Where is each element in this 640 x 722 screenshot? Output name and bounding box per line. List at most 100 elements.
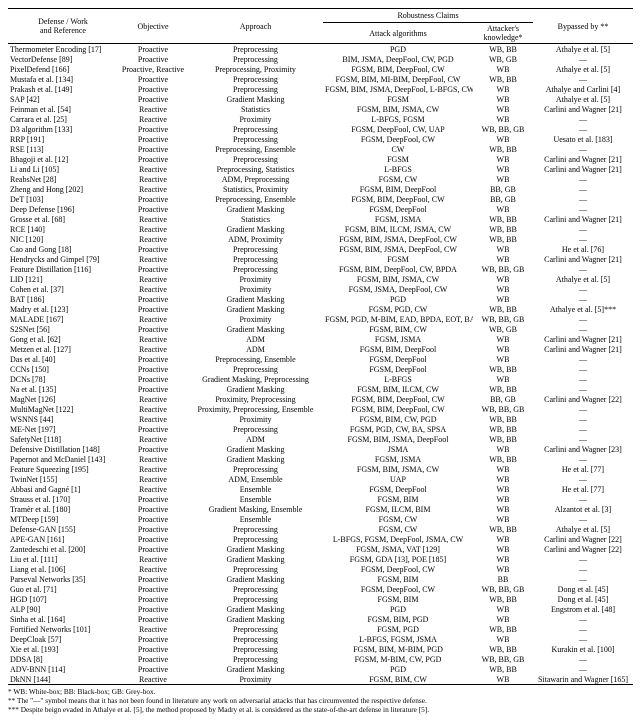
table-row: DDSA [8]ProactivePreprocessingFGSM, M-BI… xyxy=(8,654,633,664)
table-cell: WB, BB xyxy=(473,664,533,674)
table-cell: — xyxy=(533,234,633,244)
table-cell: — xyxy=(533,654,633,664)
table-row: Feature Distillation [116]ProactivePrepr… xyxy=(8,264,633,274)
table-cell: Hendrycks and Gimpel [79] xyxy=(8,254,118,264)
table-cell: — xyxy=(533,624,633,634)
table-cell: Proactive xyxy=(118,584,188,594)
table-cell: Proactive xyxy=(118,524,188,534)
table-cell: WB xyxy=(473,534,533,544)
table-cell: Prakash et al. [149] xyxy=(8,84,118,94)
table-row: Madry et al. [123]ProactiveGradient Mask… xyxy=(8,304,633,314)
table-cell: Gradient Masking xyxy=(188,204,323,214)
table-cell: Preprocessing xyxy=(188,364,323,374)
table-cell: Reactive xyxy=(118,484,188,494)
table-cell: Reactive xyxy=(118,414,188,424)
table-cell: Gradient Masking, Ensemble xyxy=(188,504,323,514)
table-row: Xie et al. [193]ProactivePreprocessingFG… xyxy=(8,644,633,654)
table-cell: Li and Li [105] xyxy=(8,164,118,174)
table-row: LID [121]ReactiveProximityFGSM, BIM, JSM… xyxy=(8,274,633,284)
table-row: Li and Li [105]ReactivePreprocessing, St… xyxy=(8,164,633,174)
table-row: Carrara et al. [25]ReactiveProximityL-BF… xyxy=(8,114,633,124)
table-cell: Bhagoji et al. [12] xyxy=(8,154,118,164)
table-cell: DDSA [8] xyxy=(8,654,118,664)
table-cell: TwinNet [155] xyxy=(8,474,118,484)
table-cell: FGSM, DeepFool xyxy=(323,204,473,214)
table-cell: Proximity xyxy=(188,274,323,284)
table-cell: Feature Squeezing [195] xyxy=(8,464,118,474)
table-cell: Engstrom et al. [48] xyxy=(533,604,633,614)
table-cell: FGSM, DeepFool, CW xyxy=(323,564,473,574)
table-cell: Proximity xyxy=(188,674,323,685)
table-cell: — xyxy=(533,174,633,184)
table-cell: — xyxy=(533,384,633,394)
table-cell: ADV-BNN [114] xyxy=(8,664,118,674)
table-cell: Proactive xyxy=(118,94,188,104)
table-cell: WB xyxy=(473,104,533,114)
table-cell: Liu et al. [111] xyxy=(8,554,118,564)
table-cell: — xyxy=(533,114,633,124)
table-cell: FGSM, PGD xyxy=(323,624,473,634)
table-cell: FGSM, BIM xyxy=(323,574,473,584)
table-cell: Proactive xyxy=(118,304,188,314)
table-cell: Reactive xyxy=(118,254,188,264)
table-cell: Kurakin et al. [100] xyxy=(533,644,633,654)
table-cell: Carlini and Wagner [21] xyxy=(533,344,633,354)
table-cell: ME-Net [197] xyxy=(8,424,118,434)
table-cell: Zantedeschi et al. [200] xyxy=(8,544,118,554)
table-cell: FGSM, PGD, CW, BA, SPSA xyxy=(323,424,473,434)
table-cell: Gradient Masking xyxy=(188,324,323,334)
table-cell: PixelDefend [166] xyxy=(8,64,118,74)
table-cell: FGSM, GDA [13], POE [185] xyxy=(323,554,473,564)
table-cell: FGSM, BIM, ILCM, JSMA, CW xyxy=(323,224,473,234)
table-cell: FGSM, BIM, JSMA, DeepFool, L-BFGS, CW xyxy=(323,84,473,94)
table-cell: PGD xyxy=(323,44,473,55)
table-cell: Athalye et al. [5] xyxy=(533,274,633,284)
table-cell: WB, BB xyxy=(473,434,533,444)
table-cell: Proximity xyxy=(188,314,323,324)
table-cell: BB xyxy=(473,574,533,584)
table-cell: FGSM, M-BIM, CW, PGD xyxy=(323,654,473,664)
table-cell: Preprocessing xyxy=(188,654,323,664)
table-row: Sinha et al. [164]ProactiveGradient Mask… xyxy=(8,614,633,624)
table-cell: Gradient Masking xyxy=(188,544,323,554)
table-cell: L-BFGS xyxy=(323,374,473,384)
table-cell: RRP [191] xyxy=(8,134,118,144)
table-cell: WB, BB, GB xyxy=(473,654,533,664)
table-cell: — xyxy=(533,564,633,574)
table-cell: — xyxy=(533,374,633,384)
table-cell: WB xyxy=(473,94,533,104)
table-cell: Preprocessing, Proximity xyxy=(188,64,323,74)
table-cell: WB, GB xyxy=(473,324,533,334)
table-cell: FGSM, JSMA, VAT [129] xyxy=(323,544,473,554)
table-cell: — xyxy=(533,364,633,374)
footnotes: * WB: White-box; BB: Black-box; GB: Grey… xyxy=(8,687,632,714)
table-row: Das et al. [40]ProactivePreprocessing, E… xyxy=(8,354,633,364)
table-cell: — xyxy=(533,554,633,564)
table-cell: Abbasi and Gagné [1] xyxy=(8,484,118,494)
table-cell: Reactive xyxy=(118,464,188,474)
table-row: Bhagoji et al. [12]ProactivePreprocessin… xyxy=(8,154,633,164)
header-attack-algorithms: Attack algorithms xyxy=(323,23,473,44)
table-row: Zheng and Hong [202]ReactiveStatistics, … xyxy=(8,184,633,194)
table-cell: Zheng and Hong [202] xyxy=(8,184,118,194)
table-cell: Ensemble xyxy=(188,494,323,504)
table-cell: Proactive xyxy=(118,504,188,514)
table-cell: Proactive xyxy=(118,324,188,334)
table-cell: Sitawarin and Wagner [165] xyxy=(533,674,633,685)
table-cell: Proactive xyxy=(118,544,188,554)
table-cell: WB, BB, GB xyxy=(473,404,533,414)
table-row: RSE [113]ProactivePreprocessing, Ensembl… xyxy=(8,144,633,154)
table-cell: WB xyxy=(473,284,533,294)
table-cell: Preprocessing xyxy=(188,74,323,84)
table-cell: Reactive xyxy=(118,274,188,284)
table-cell: Statistics, Proximity xyxy=(188,184,323,194)
table-cell: — xyxy=(533,264,633,274)
table-cell: WB xyxy=(473,614,533,624)
table-cell: WB, BB xyxy=(473,224,533,234)
table-cell: Proactive xyxy=(118,444,188,454)
table-cell: Dong et al. [45] xyxy=(533,594,633,604)
table-cell: — xyxy=(533,294,633,304)
table-cell: WB xyxy=(473,254,533,264)
table-cell: Carlini and Wagner [21] xyxy=(533,214,633,224)
table-cell: Defensive Distillation [148] xyxy=(8,444,118,454)
